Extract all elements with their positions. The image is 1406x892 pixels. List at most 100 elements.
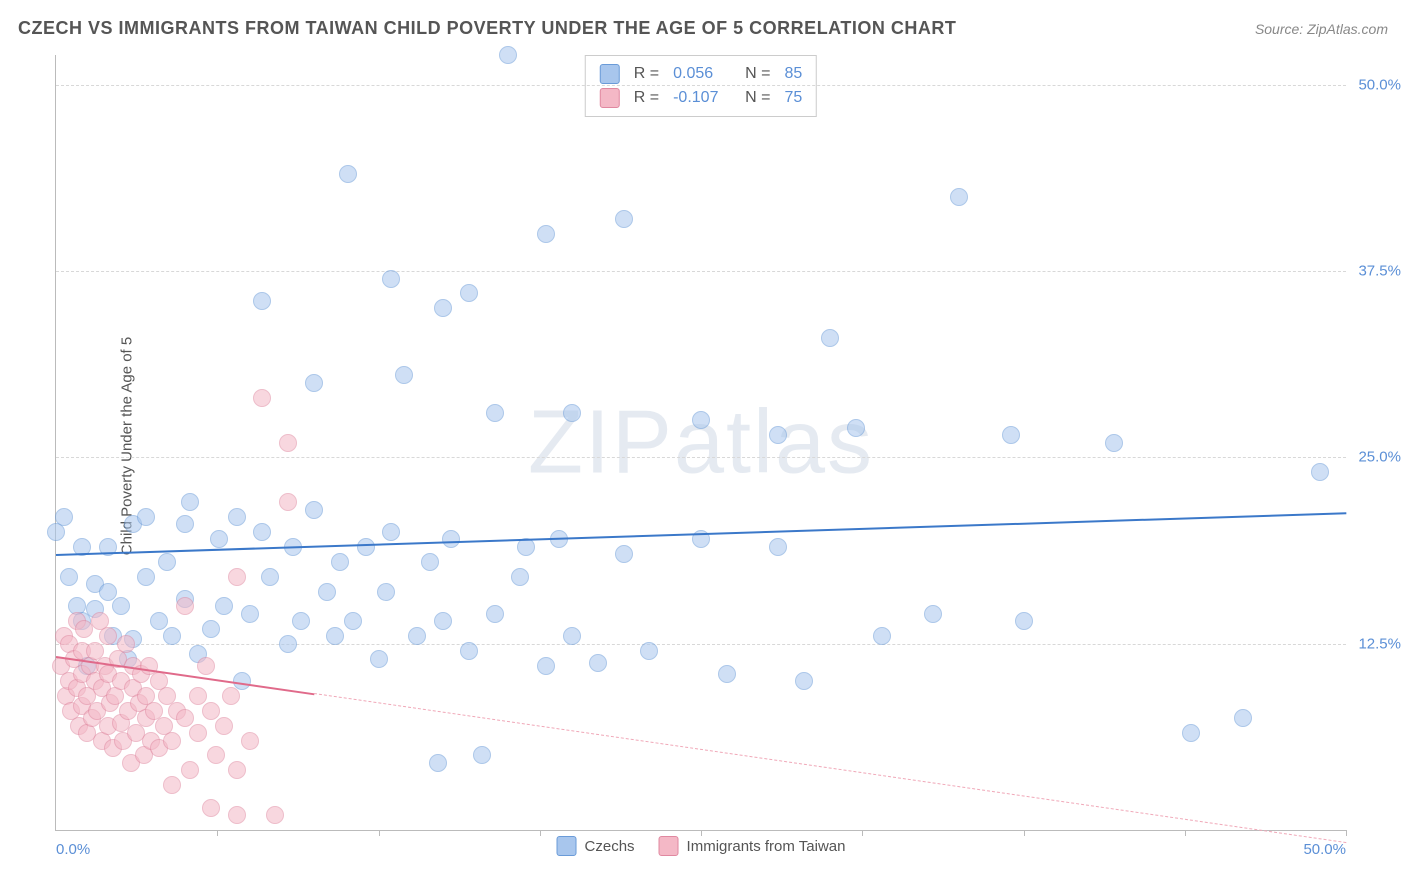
data-point [228, 508, 246, 526]
data-point [197, 657, 215, 675]
data-point [181, 493, 199, 511]
stat-n-label: N = [745, 89, 770, 107]
data-point [344, 612, 362, 630]
plot-area: ZIPatlas R =0.056N =85R =-0.107N =75 Cze… [55, 55, 1346, 831]
data-point [486, 605, 504, 623]
data-point [537, 657, 555, 675]
data-point [563, 627, 581, 645]
legend-series-item: Immigrants from Taiwan [659, 836, 846, 856]
data-point [210, 530, 228, 548]
data-point [326, 627, 344, 645]
gridline-h [56, 85, 1346, 86]
data-point [1234, 709, 1252, 727]
chart-header: CZECH VS IMMIGRANTS FROM TAIWAN CHILD PO… [18, 18, 1388, 39]
stat-r-label: R = [634, 89, 659, 107]
gridline-h [56, 644, 1346, 645]
data-point [499, 46, 517, 64]
legend-swatch [659, 836, 679, 856]
data-point [215, 597, 233, 615]
data-point [1015, 612, 1033, 630]
data-point [176, 515, 194, 533]
gridline-h [56, 457, 1346, 458]
data-point [215, 717, 233, 735]
legend-series-item: Czechs [557, 836, 635, 856]
x-tick-label: 50.0% [1303, 841, 1346, 858]
data-point [99, 627, 117, 645]
data-point [357, 538, 375, 556]
x-tick-label: 0.0% [56, 841, 90, 858]
data-point [241, 605, 259, 623]
legend-stats: R =0.056N =85R =-0.107N =75 [585, 55, 817, 117]
x-tick-mark [1185, 830, 1186, 836]
data-point [60, 568, 78, 586]
data-point [150, 612, 168, 630]
legend-swatch [600, 64, 620, 84]
data-point [615, 210, 633, 228]
chart-title: CZECH VS IMMIGRANTS FROM TAIWAN CHILD PO… [18, 18, 956, 39]
data-point [99, 583, 117, 601]
data-point [176, 709, 194, 727]
data-point [241, 732, 259, 750]
stat-n-label: N = [745, 65, 770, 83]
data-point [460, 284, 478, 302]
data-point [1105, 434, 1123, 452]
legend-swatch [557, 836, 577, 856]
watermark: ZIPatlas [528, 391, 874, 494]
data-point [202, 702, 220, 720]
data-point [847, 419, 865, 437]
data-point [769, 538, 787, 556]
data-point [137, 568, 155, 586]
data-point [434, 612, 452, 630]
data-point [692, 411, 710, 429]
data-point [305, 374, 323, 392]
data-point [473, 746, 491, 764]
data-point [377, 583, 395, 601]
y-tick-label: 37.5% [1351, 263, 1401, 280]
x-tick-mark [1024, 830, 1025, 836]
data-point [821, 329, 839, 347]
data-point [950, 188, 968, 206]
data-point [222, 687, 240, 705]
data-point [176, 597, 194, 615]
data-point [434, 299, 452, 317]
data-point [266, 806, 284, 824]
data-point [117, 635, 135, 653]
data-point [563, 404, 581, 422]
x-tick-mark [701, 830, 702, 836]
data-point [253, 389, 271, 407]
data-point [370, 650, 388, 668]
trend-line [314, 693, 1346, 843]
x-tick-mark [540, 830, 541, 836]
data-point [292, 612, 310, 630]
data-point [511, 568, 529, 586]
data-point [261, 568, 279, 586]
data-point [460, 642, 478, 660]
data-point [207, 746, 225, 764]
gridline-h [56, 271, 1346, 272]
data-point [382, 270, 400, 288]
data-point [228, 761, 246, 779]
trend-line [56, 513, 1346, 557]
legend-stats-row: R = -0.107 N = 75 [600, 86, 802, 110]
data-point [421, 553, 439, 571]
data-point [163, 627, 181, 645]
stat-n-value: 85 [784, 65, 802, 83]
data-point [253, 523, 271, 541]
data-point [253, 292, 271, 310]
data-point [202, 620, 220, 638]
x-tick-mark [217, 830, 218, 836]
data-point [486, 404, 504, 422]
data-point [318, 583, 336, 601]
data-point [873, 627, 891, 645]
data-point [228, 806, 246, 824]
data-point [589, 654, 607, 672]
data-point [279, 493, 297, 511]
data-point [924, 605, 942, 623]
legend-swatch [600, 88, 620, 108]
data-point [181, 761, 199, 779]
data-point [163, 732, 181, 750]
stat-n-value: 75 [784, 89, 802, 107]
data-point [1311, 463, 1329, 481]
x-tick-mark [379, 830, 380, 836]
stat-r-value: -0.107 [673, 89, 731, 107]
